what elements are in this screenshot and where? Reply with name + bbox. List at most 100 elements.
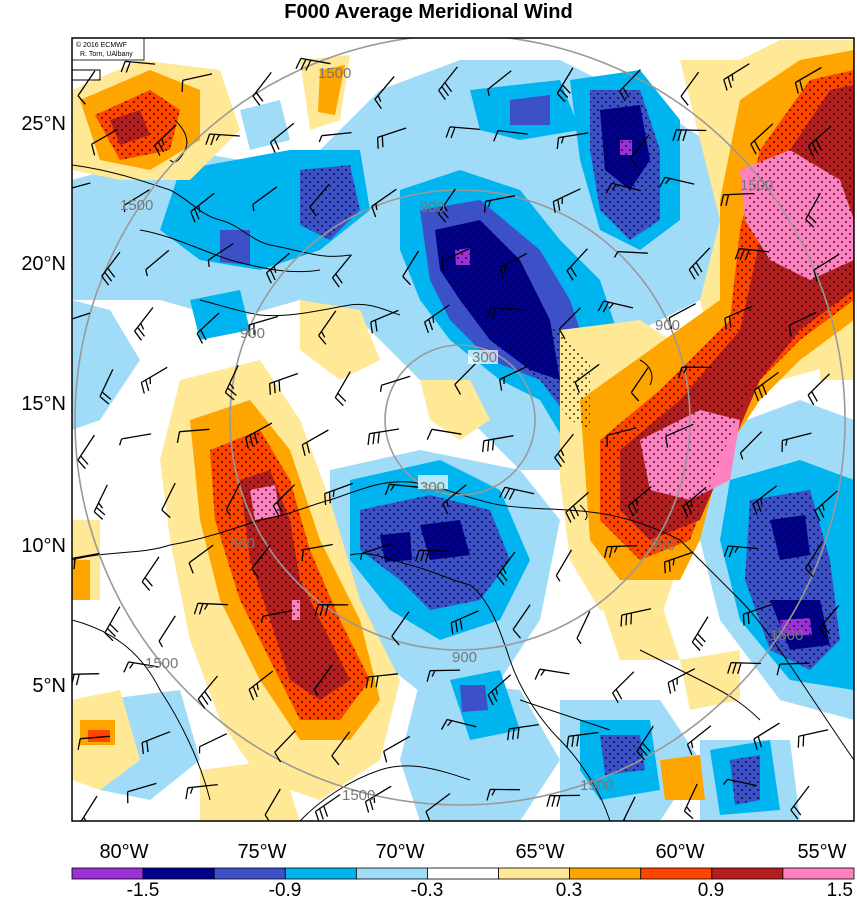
wind-barb [663, 551, 694, 574]
wind-barb [265, 252, 290, 284]
wind-barb [274, 730, 296, 763]
wind-barb [805, 192, 821, 228]
ring-label-1500-lowright: 1500 [580, 777, 613, 794]
colorbar-swatch [284, 867, 357, 880]
wind-barb [384, 483, 420, 496]
wind-barb [260, 609, 293, 623]
wind-barb [77, 735, 111, 751]
wind-barb [334, 371, 351, 407]
wind-barb [603, 545, 638, 558]
wind-barb [437, 188, 456, 223]
wind-barb [313, 664, 333, 696]
colorbar-swatch [355, 867, 428, 880]
credit-line-2: R. Torn, UAlbany [80, 51, 133, 58]
wind-barb [120, 60, 156, 73]
wind-barb [379, 375, 411, 392]
wind-barb [365, 673, 398, 689]
wind-barb [499, 486, 535, 500]
wind-barb [93, 484, 108, 520]
wind-barb [750, 123, 774, 155]
wind-barb [807, 373, 830, 406]
wind-barb [269, 122, 295, 153]
wind-barb [672, 129, 707, 142]
wind-barb [134, 307, 154, 341]
ring-label-900-right: 900 [655, 317, 680, 334]
wind-barb [606, 427, 637, 447]
colorbar-swatch [711, 867, 784, 880]
wind-barb [486, 306, 521, 319]
wind-barb [423, 304, 450, 334]
wind-barb [197, 675, 218, 709]
ring-label-300: 300 [472, 349, 497, 366]
wind-barb [196, 312, 220, 344]
colorbar-labels: -1.5 -0.9 -0.3 0.3 0.9 1.5 [127, 880, 853, 900]
shading-layer [72, 38, 854, 821]
wind-barb [546, 794, 580, 807]
wind-barb [483, 195, 516, 213]
wind-barb [819, 604, 840, 639]
wind-barb [324, 482, 354, 506]
wind-barb [402, 250, 420, 286]
lat-label-15n: 15°N [21, 393, 66, 415]
wind-barb [630, 367, 649, 402]
wind-barb [486, 788, 521, 801]
stipple-layer [95, 70, 854, 805]
wind-barb [99, 369, 114, 405]
wind-barb [742, 603, 773, 626]
credit-box: © 2016 ECMWF R. Torn, UAlbany [71, 37, 145, 61]
map-title: F000 Average Meridional Wind [284, 1, 573, 23]
wind-barb [683, 783, 698, 820]
colorbar-swatch [427, 867, 499, 880]
wind-barb [331, 731, 351, 766]
wind-barb [205, 133, 240, 146]
wind-barb [574, 363, 600, 394]
wind-barb [77, 434, 95, 470]
wind-barb [658, 176, 695, 188]
lat-label-10n: 10°N [21, 535, 66, 557]
wind-barb [331, 254, 353, 288]
wind-barb [507, 723, 539, 741]
wind-barb [797, 729, 829, 748]
wind-barb [367, 428, 400, 446]
wind-barb [688, 247, 711, 280]
wind-barb [190, 192, 215, 223]
wind-barb [496, 551, 516, 586]
wind-barb [371, 188, 397, 218]
wind-barb [554, 433, 574, 468]
wind-barb [181, 73, 213, 92]
wind-barb [91, 128, 119, 156]
wind-barb [72, 673, 100, 686]
wind-barb [318, 310, 337, 345]
wind-barb [391, 611, 410, 646]
lat-label-5n: 5°N [32, 675, 66, 697]
colorbar-label-5: 0.9 [698, 880, 724, 900]
wind-barb [753, 722, 780, 750]
wind-barb [499, 366, 528, 391]
colorbar-swatch [213, 867, 286, 880]
wind-barb [370, 309, 399, 334]
wind-barbs [72, 57, 840, 821]
wind-barb [314, 604, 349, 616]
wind-barb [141, 556, 160, 591]
wind-barb [566, 731, 599, 748]
ring-label-1500-topleft: 1500 [120, 197, 153, 214]
wind-barb [438, 66, 458, 100]
wind-barb [248, 315, 279, 337]
wind-barb [154, 124, 177, 156]
wind-barb [268, 372, 299, 395]
wind-barb [72, 182, 91, 189]
wind-barb [123, 661, 159, 673]
wind-barb [374, 75, 395, 110]
wind-barb [123, 189, 150, 213]
ring-label-900-left: 900 [240, 325, 265, 342]
wind-barb [441, 248, 470, 273]
wind-barb [80, 795, 98, 821]
colorbar-label-2: -0.9 [269, 880, 302, 900]
wind-barb [140, 366, 168, 394]
ring-label-900-bottom: 900 [452, 649, 477, 666]
wind-barb [193, 602, 228, 615]
colorbar-label-1: -1.5 [127, 880, 160, 900]
wind-barb [364, 785, 392, 813]
ring-label-900-lowright: 900 [650, 537, 675, 554]
